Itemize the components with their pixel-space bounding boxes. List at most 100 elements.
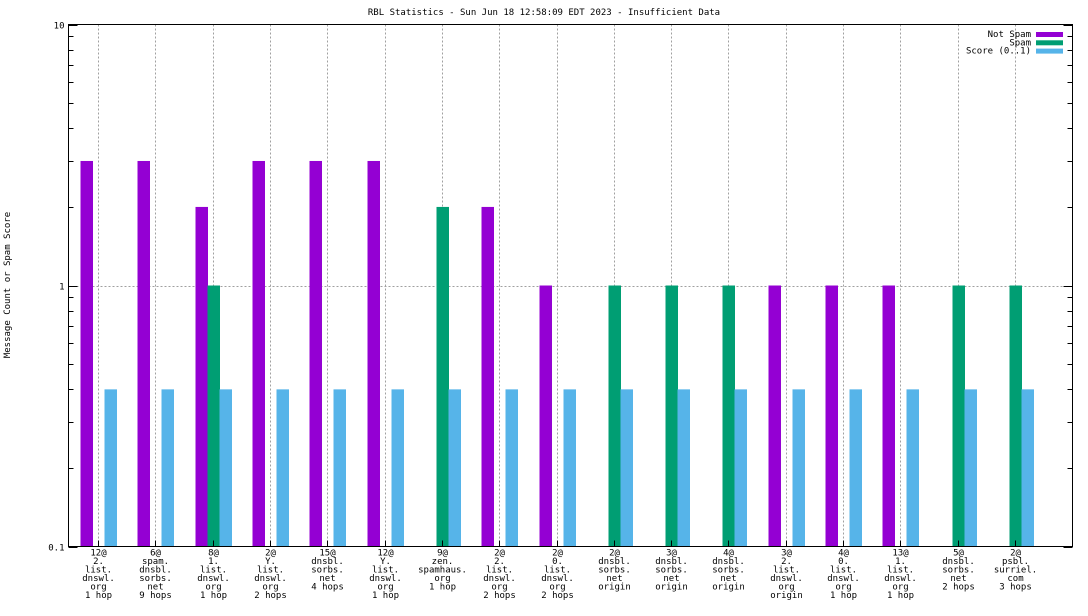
x-tick-label-line: 3@ xyxy=(781,549,792,559)
x-tick-label-line: 0. xyxy=(838,557,849,567)
x-tick-label-line: org xyxy=(549,583,565,593)
bar-spam xyxy=(952,285,965,547)
bar-score xyxy=(734,389,747,547)
x-tick-label-line: com xyxy=(1007,574,1023,584)
x-tick-label-line: 3@ xyxy=(666,549,677,559)
bar-spam xyxy=(665,285,678,547)
x-tick-label-line: 1 hop xyxy=(85,591,112,601)
bar-score xyxy=(505,389,518,547)
x-tick-label-line: dnswl. xyxy=(827,574,860,584)
x-tick-label: 2@ Y. list. dnswl. org 2 hops xyxy=(254,549,287,602)
bar-spam xyxy=(1009,285,1022,547)
x-tick-label-line: dnsbl. xyxy=(139,566,172,576)
x-tick-label-line: 2@ xyxy=(609,549,620,559)
y-tick-label: 10 xyxy=(54,22,65,32)
x-tick-label: 6@ spam. dnsbl. sorbs. net 9 hops xyxy=(139,549,172,602)
legend-label: Not Spam xyxy=(988,30,1031,40)
bar-score xyxy=(792,389,805,547)
legend-swatch xyxy=(1036,32,1063,37)
x-tick-label-line: spamhaus. xyxy=(418,566,467,576)
x-tick-label-line: origin xyxy=(598,583,631,593)
x-tick-label-line: dnswl. xyxy=(197,574,230,584)
x-tick-label-line: dnswl. xyxy=(82,574,115,584)
x-tick-label-line: 1 hop xyxy=(830,591,857,601)
x-tick-label-line: 1. xyxy=(208,557,219,567)
x-tick-label-line: dnswl. xyxy=(770,574,803,584)
x-tick-label-line: dnsbl. xyxy=(598,557,631,567)
x-tick-label-line: 12@ xyxy=(377,549,394,559)
x-tick-label: 4@ dnsbl. sorbs. net origin xyxy=(712,549,745,593)
x-tick-label-line: 0. xyxy=(552,557,563,567)
x-tick-label-line: org xyxy=(778,583,794,593)
x-tick-label-line: list. xyxy=(773,566,800,576)
x-tick-label-line: sorbs. xyxy=(712,566,745,576)
bar-not-spam xyxy=(80,160,93,547)
x-tick-label-line: net xyxy=(147,583,163,593)
x-tick-label: 2@ 2. list. dnswl. org 2 hops xyxy=(483,549,516,602)
bar-not-spam xyxy=(195,206,208,547)
x-tick-label: 2@ dnsbl. sorbs. net origin xyxy=(598,549,631,593)
x-tick-label-line: 1 hop xyxy=(200,591,227,601)
x-tick-label-line: 1 hop xyxy=(372,591,399,601)
legend-swatch xyxy=(1036,40,1063,46)
bar-not-spam xyxy=(252,160,265,547)
legend-swatch xyxy=(1036,48,1063,54)
bar-score xyxy=(104,389,117,547)
x-tick-label-line: 1 hop xyxy=(429,583,456,593)
bar-score xyxy=(849,389,862,547)
x-tick-label: 4@ 0. list. dnswl. org 1 hop xyxy=(827,549,860,602)
x-tick-label-line: 3 hops xyxy=(999,583,1032,593)
bar-not-spam xyxy=(539,285,552,547)
x-tick-label-line: 12@ xyxy=(90,549,107,559)
bar-score xyxy=(964,389,977,547)
x-tick-label-line: 2 hops xyxy=(254,591,287,601)
x-tick-label-line: sorbs. xyxy=(139,574,172,584)
x-tick-label-line: 1 hop xyxy=(887,591,914,601)
bar-not-spam xyxy=(367,160,380,547)
x-tick-label-line: dnswl. xyxy=(369,574,402,584)
bar-score xyxy=(219,389,232,547)
x-tick-label-line: org xyxy=(377,583,393,593)
x-tick-label-line: 4@ xyxy=(838,549,849,559)
x-tick-label-line: list. xyxy=(486,566,513,576)
x-tick-label-line: surriel. xyxy=(994,566,1037,576)
bar-score xyxy=(276,389,289,547)
x-tick-label-line: list. xyxy=(85,566,112,576)
x-tick-label-line: org xyxy=(205,583,221,593)
x-tick-label-line: sorbs. xyxy=(598,566,631,576)
x-tick-label-line: list. xyxy=(887,566,914,576)
x-tick-label-line: list. xyxy=(257,566,284,576)
bar-score xyxy=(448,389,461,547)
x-tick-label-line: 9@ xyxy=(437,549,448,559)
y-tick-label: 0.1 xyxy=(48,544,64,554)
x-tick-label-line: net xyxy=(950,574,966,584)
x-tick-label-line: net xyxy=(720,574,736,584)
x-tick-label-line: list. xyxy=(544,566,571,576)
bar-score xyxy=(906,389,919,547)
x-tick-label: 8@ 1. list. dnswl. org 1 hop xyxy=(197,549,230,602)
x-tick-label: 9@ zen. spamhaus. org 1 hop xyxy=(418,549,467,593)
bar-not-spam xyxy=(481,206,494,547)
x-tick-label-line: 2. xyxy=(93,557,104,567)
x-tick-label-line: dnswl. xyxy=(884,574,917,584)
x-tick-label-line: origin xyxy=(770,591,803,601)
bar-score xyxy=(1021,389,1034,547)
x-tick-label-line: list. xyxy=(372,566,399,576)
x-tick-label-line: sorbs. xyxy=(942,566,975,576)
x-tick-label-line: dnsbl. xyxy=(311,557,344,567)
x-tick-label-line: dnswl. xyxy=(483,574,516,584)
x-tick-label-line: net xyxy=(319,574,335,584)
bar-not-spam xyxy=(137,160,150,547)
x-tick-label-line: 2@ xyxy=(494,549,505,559)
x-tick-label-line: 1. xyxy=(895,557,906,567)
x-tick-label-line: 2 hops xyxy=(942,583,975,593)
x-tick-label-line: dnsbl. xyxy=(655,557,688,567)
x-tick-label-line: origin xyxy=(712,583,745,593)
x-tick-label-line: Y. xyxy=(380,557,391,567)
x-tick-label-line: 4 hops xyxy=(311,583,344,593)
x-tick-label-line: 9 hops xyxy=(139,591,172,601)
x-tick-label-line: 2@ xyxy=(265,549,276,559)
